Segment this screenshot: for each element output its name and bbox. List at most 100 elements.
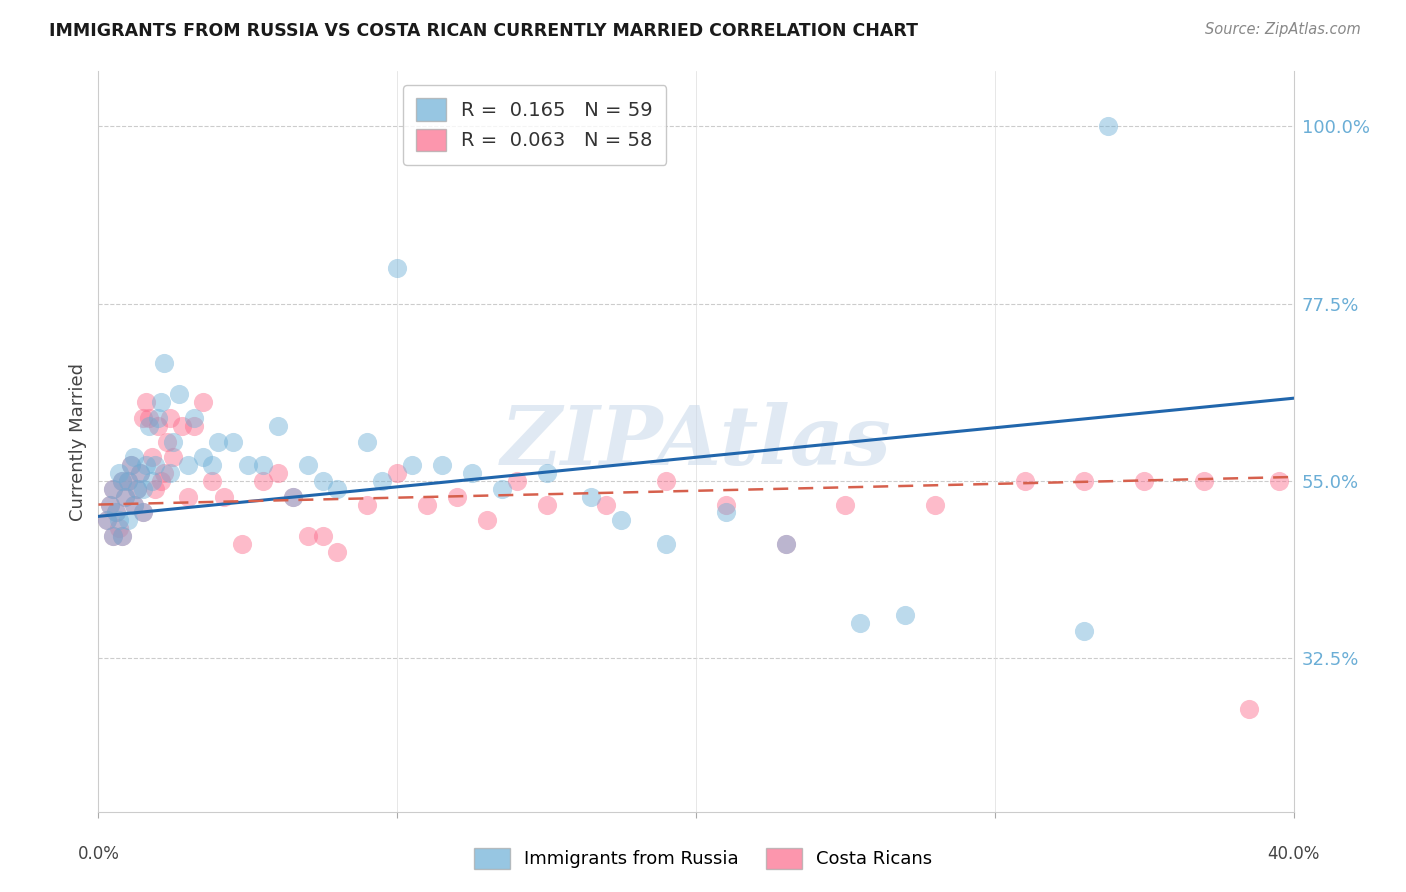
Point	[177, 490, 200, 504]
Point	[1192, 474, 1215, 488]
Point	[385, 466, 409, 480]
Point	[114, 490, 136, 504]
Point	[103, 482, 125, 496]
Point	[356, 434, 378, 449]
Point	[159, 411, 181, 425]
Point	[201, 474, 224, 488]
Point	[191, 450, 214, 465]
Text: ZIPAtlas: ZIPAtlas	[501, 401, 891, 482]
Point	[132, 411, 155, 425]
Point	[1237, 702, 1260, 716]
Point	[191, 395, 214, 409]
Point	[775, 537, 797, 551]
Point	[536, 498, 558, 512]
Point	[114, 490, 136, 504]
Point	[138, 418, 160, 433]
Point	[212, 490, 235, 504]
Point	[461, 466, 484, 480]
Point	[326, 482, 349, 496]
Point	[138, 411, 160, 425]
Point	[475, 513, 498, 527]
Point	[775, 537, 797, 551]
Point	[135, 395, 157, 409]
Point	[297, 529, 319, 543]
Point	[311, 474, 333, 488]
Point	[148, 418, 170, 433]
Point	[132, 505, 155, 519]
Point	[252, 474, 274, 488]
Point	[201, 458, 224, 472]
Point	[297, 458, 319, 472]
Point	[177, 458, 200, 472]
Point	[124, 498, 146, 512]
Point	[111, 529, 134, 543]
Point	[924, 498, 946, 512]
Point	[98, 498, 122, 512]
Point	[849, 615, 872, 630]
Point	[162, 450, 184, 465]
Text: IMMIGRANTS FROM RUSSIA VS COSTA RICAN CURRENTLY MARRIED CORRELATION CHART: IMMIGRANTS FROM RUSSIA VS COSTA RICAN CU…	[49, 22, 918, 40]
Point	[430, 458, 453, 472]
Point	[96, 513, 118, 527]
Point	[105, 505, 128, 519]
Point	[236, 458, 259, 472]
Point	[103, 529, 125, 543]
Point	[183, 418, 205, 433]
Point	[124, 498, 146, 512]
Legend: R =  0.165   N = 59, R =  0.063   N = 58: R = 0.165 N = 59, R = 0.063 N = 58	[404, 85, 666, 165]
Point	[267, 418, 290, 433]
Point	[120, 458, 142, 472]
Point	[117, 474, 139, 488]
Point	[834, 498, 856, 512]
Point	[610, 513, 633, 527]
Point	[416, 498, 439, 512]
Point	[153, 466, 176, 480]
Point	[1133, 474, 1156, 488]
Point	[117, 474, 139, 488]
Point	[401, 458, 423, 472]
Point	[127, 482, 149, 496]
Point	[1073, 624, 1095, 638]
Point	[207, 434, 229, 449]
Point	[124, 450, 146, 465]
Point	[1014, 474, 1036, 488]
Point	[267, 466, 290, 480]
Point	[222, 434, 245, 449]
Text: 0.0%: 0.0%	[77, 845, 120, 863]
Point	[108, 513, 131, 527]
Point	[148, 411, 170, 425]
Point	[98, 498, 122, 512]
Point	[252, 458, 274, 472]
Point	[1073, 474, 1095, 488]
Point	[894, 607, 917, 622]
Point	[105, 505, 128, 519]
Point	[120, 458, 142, 472]
Point	[714, 498, 737, 512]
Point	[103, 529, 125, 543]
Point	[183, 411, 205, 425]
Point	[595, 498, 617, 512]
Point	[143, 458, 166, 472]
Point	[117, 513, 139, 527]
Point	[446, 490, 468, 504]
Point	[108, 521, 131, 535]
Point	[132, 482, 155, 496]
Point	[385, 261, 409, 276]
Point	[150, 395, 173, 409]
Point	[581, 490, 603, 504]
Point	[108, 466, 131, 480]
Point	[281, 490, 304, 504]
Point	[141, 474, 163, 488]
Point	[159, 466, 181, 480]
Point	[127, 482, 149, 496]
Point	[655, 537, 678, 551]
Point	[506, 474, 529, 488]
Point	[135, 458, 157, 472]
Point	[162, 434, 184, 449]
Point	[655, 474, 678, 488]
Point	[231, 537, 253, 551]
Point	[536, 466, 558, 480]
Legend: Immigrants from Russia, Costa Ricans: Immigrants from Russia, Costa Ricans	[467, 840, 939, 876]
Point	[132, 505, 155, 519]
Point	[311, 529, 333, 543]
